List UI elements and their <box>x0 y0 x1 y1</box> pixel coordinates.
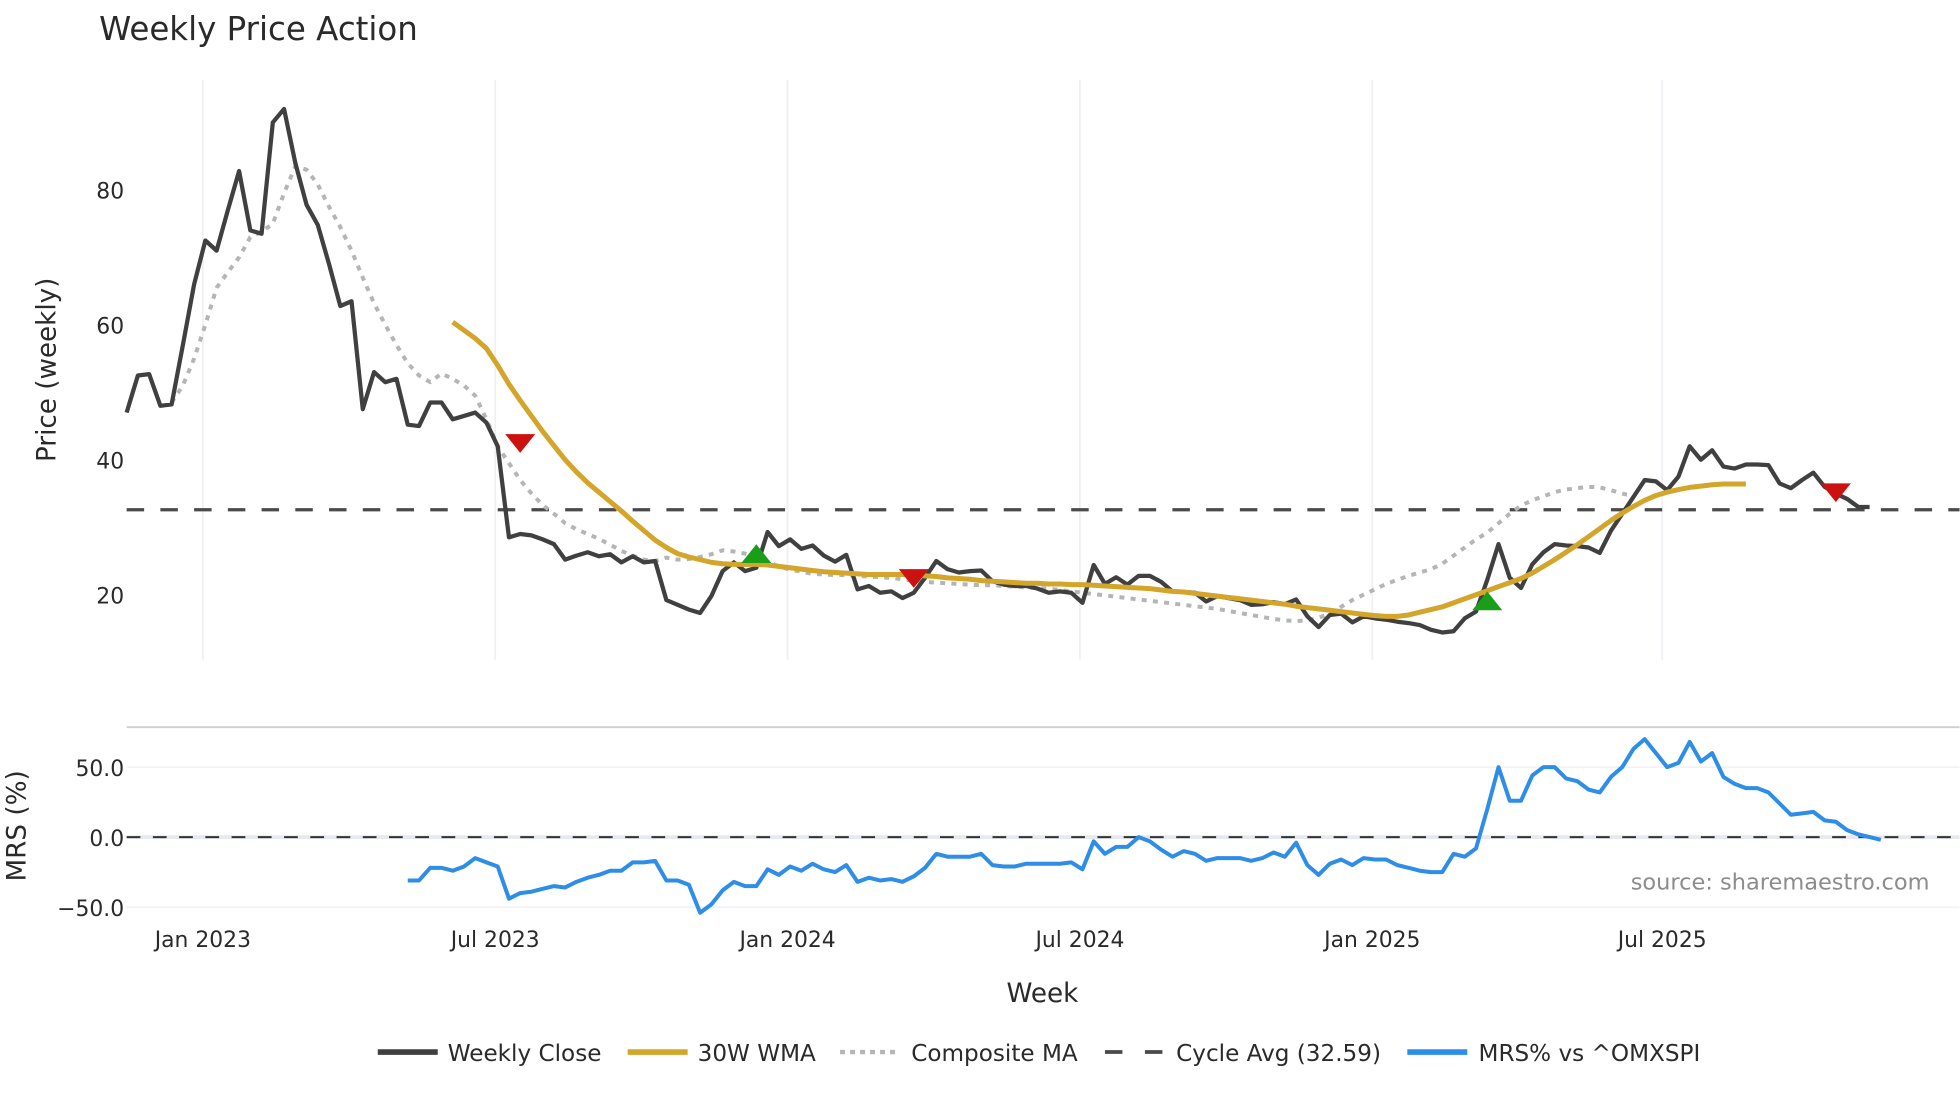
x-tick-jan-2024: Jan 2024 <box>737 928 835 953</box>
legend-item-30w-wma[interactable]: 30W WMA <box>627 1041 816 1067</box>
mrs-series <box>407 737 1882 915</box>
x-tick-jan-2025: Jan 2025 <box>1322 928 1420 953</box>
mrs-line <box>407 737 1882 915</box>
x-tick-jul-2025: Jul 2025 <box>1616 928 1707 953</box>
price-y-ticks: 80 60 40 20 <box>96 180 124 610</box>
y-tick-60: 60 <box>96 315 124 340</box>
legend-item-weekly-close[interactable]: Weekly Close <box>377 1041 602 1067</box>
30w-wma-line <box>451 320 1746 619</box>
x-tick-jul-2023: Jul 2023 <box>449 928 540 953</box>
sell-signal-icon <box>505 434 536 453</box>
legend-item-cycle-avg[interactable]: Cycle Avg (32.59) <box>1104 1041 1381 1067</box>
x-tick-jan-2023: Jan 2023 <box>153 928 251 953</box>
legend-item-composite-ma[interactable]: Composite MA <box>840 1041 1078 1067</box>
mrs-y-ticks: 50.0 0.0 −50.0 <box>57 757 124 922</box>
legend-item-mrs[interactable]: MRS% vs ^OMXSPI <box>1407 1041 1700 1067</box>
legend-label-weekly-close: Weekly Close <box>448 1041 602 1067</box>
price-series <box>124 106 1870 635</box>
legend-label-30w-wma: 30W WMA <box>698 1041 816 1067</box>
legend: Weekly Close 30W WMA Composite MA Cycle … <box>377 1041 1700 1067</box>
mrs-y-axis-label: MRS (%) <box>2 770 32 881</box>
legend-label-mrs: MRS% vs ^OMXSPI <box>1479 1041 1701 1067</box>
y-tick-80: 80 <box>96 180 124 205</box>
x-axis-label: Week <box>1007 979 1080 1009</box>
mrs-tick-50: 50.0 <box>75 757 124 782</box>
x-ticks: Jan 2023 Jul 2023 Jan 2024 Jul 2024 Jan … <box>153 928 1707 953</box>
y-tick-20: 20 <box>96 584 124 609</box>
x-tick-jul-2024: Jul 2024 <box>1033 928 1124 953</box>
legend-label-cycle-avg: Cycle Avg (32.59) <box>1176 1041 1381 1067</box>
mrs-tick-0: 0.0 <box>89 827 124 852</box>
weekly-close-line <box>124 106 1870 635</box>
buy-signal-icon <box>1472 591 1503 611</box>
sell-signal-icon <box>1820 483 1851 503</box>
buy-signal-icon <box>741 544 772 563</box>
price-gridlines <box>201 79 1664 660</box>
composite-ma-line <box>169 164 1634 624</box>
mrs-tick-neg50: −50.0 <box>57 897 124 922</box>
chart-title: Weekly Price Action <box>99 10 418 48</box>
y-tick-40: 40 <box>96 450 124 475</box>
source-label: source: sharemaestro.com <box>1631 870 1930 896</box>
sell-signal-icon <box>898 569 929 588</box>
legend-label-composite-ma: Composite MA <box>911 1041 1078 1067</box>
signal-markers <box>505 434 1851 611</box>
price-y-axis-label: Price (weekly) <box>32 278 62 462</box>
